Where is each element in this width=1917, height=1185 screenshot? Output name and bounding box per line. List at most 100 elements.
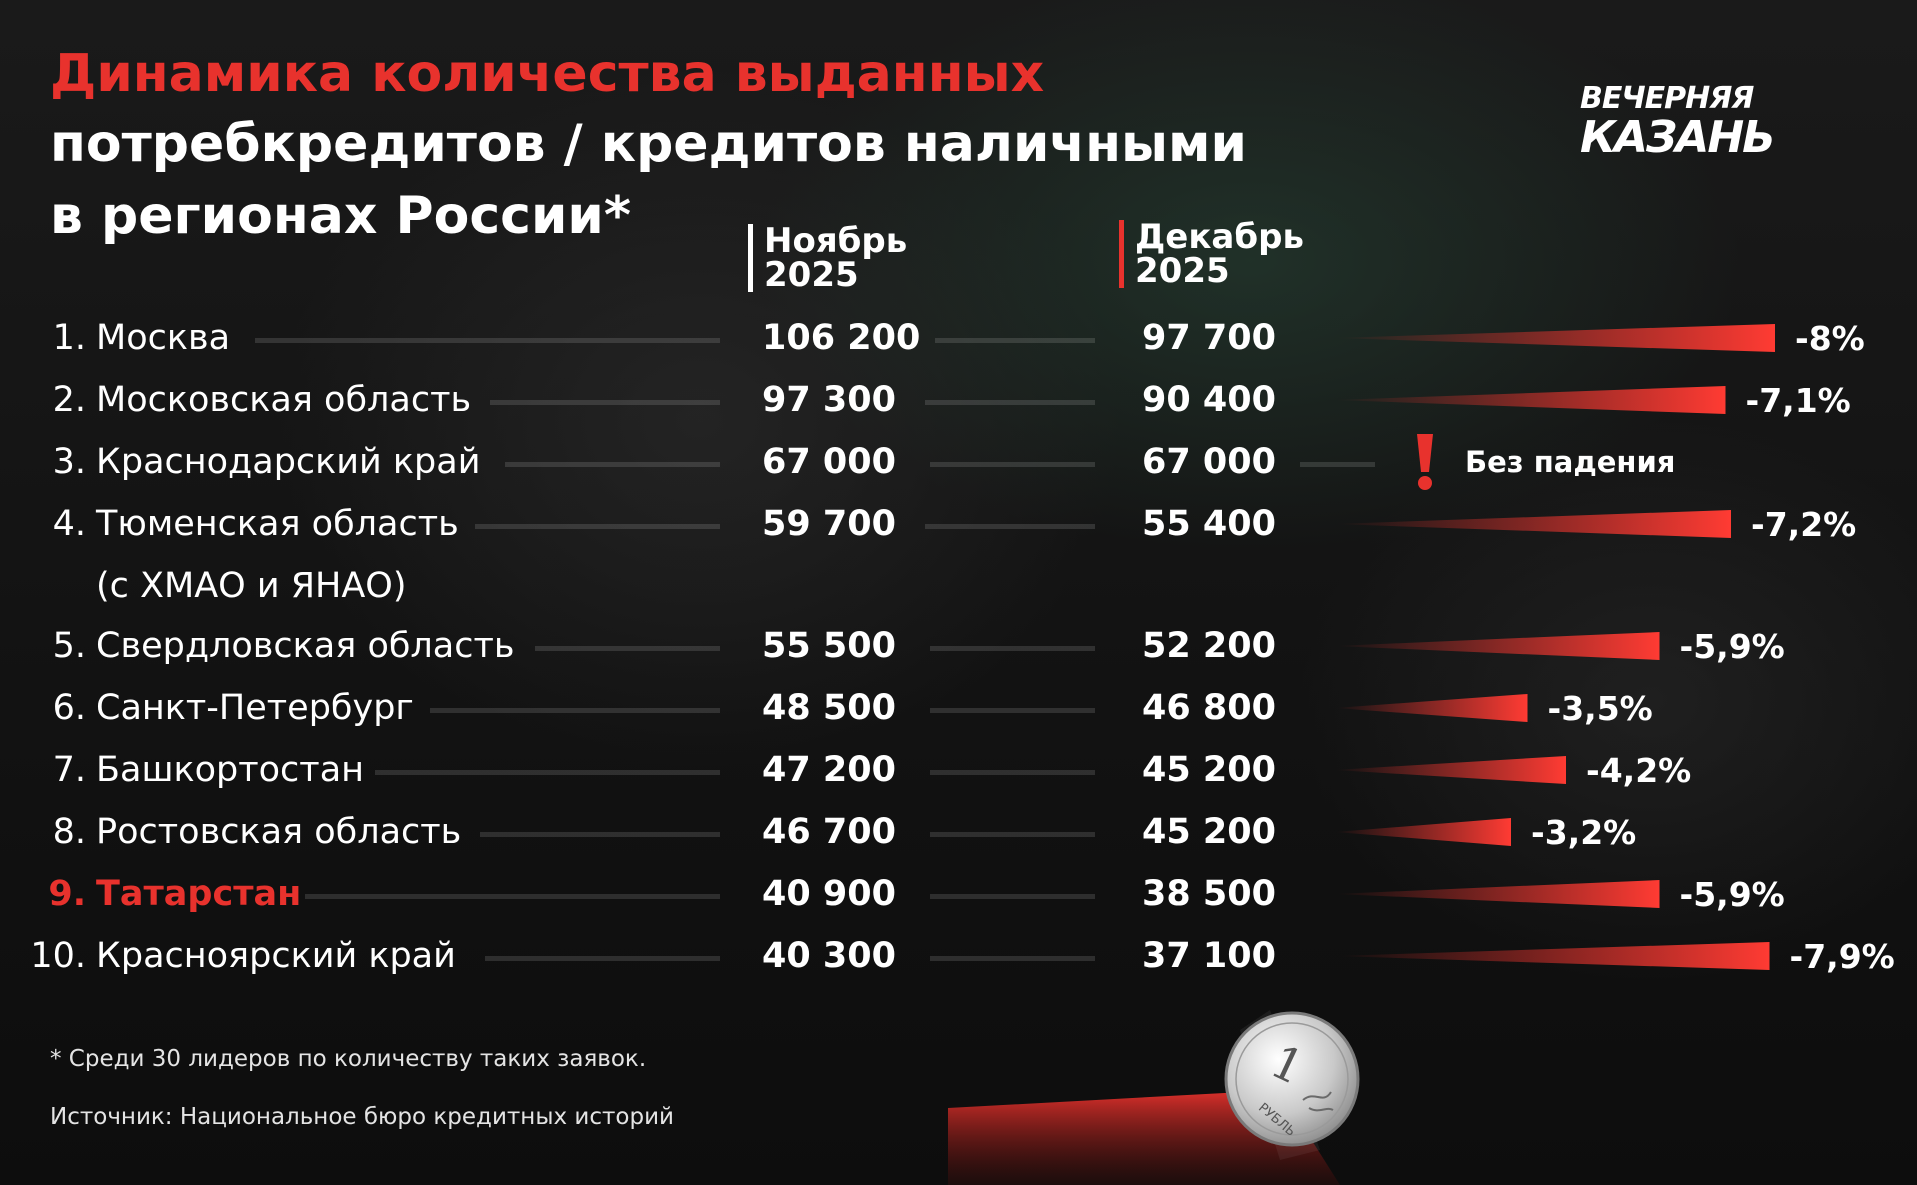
november-value: 67 000 <box>762 442 896 482</box>
change-bar <box>1335 694 1528 722</box>
change-label: -7,9% <box>1790 937 1895 976</box>
change-label: -4,2% <box>1586 751 1691 790</box>
november-value: 59 700 <box>762 504 896 544</box>
november-value: 47 200 <box>762 750 896 790</box>
row-rank: 8. <box>52 812 86 852</box>
region-name: Тюменская область <box>96 504 459 544</box>
november-value: 48 500 <box>762 688 896 728</box>
title-line-1: Динамика количества выданных <box>50 44 1045 104</box>
change-label: -5,9% <box>1680 875 1785 914</box>
december-value: 55 400 <box>1142 504 1276 544</box>
december-value: 97 700 <box>1142 318 1276 358</box>
december-value: 45 200 <box>1142 812 1276 852</box>
november-value: 106 200 <box>762 318 921 358</box>
region-name: Москва <box>96 318 231 358</box>
december-value: 38 500 <box>1142 874 1276 914</box>
leader-line <box>930 832 1095 837</box>
leader-line <box>475 524 720 529</box>
leader-line <box>935 338 1095 343</box>
november-value: 46 700 <box>762 812 896 852</box>
change-label: -3,2% <box>1531 813 1636 852</box>
change-bar <box>1335 942 1770 970</box>
ruble-coin-icon: 1 РУБЛЬ <box>1224 1011 1360 1147</box>
leader-line <box>535 646 720 651</box>
column-header-november-year: 2025 <box>764 255 859 295</box>
change-bar <box>1335 510 1731 538</box>
exclamation-icon <box>1417 434 1433 490</box>
region-name: Ростовская область <box>96 812 462 852</box>
row-rank: 10. <box>30 936 86 976</box>
leader-line <box>480 832 720 837</box>
leader-line <box>490 400 720 405</box>
row-rank: 1. <box>52 318 86 358</box>
leader-line <box>255 338 720 343</box>
leader-line <box>505 462 720 467</box>
change-label: -3,5% <box>1548 689 1653 728</box>
ranking-table: 1. Москва 106 200 97 700 2. Московская област… <box>30 318 1375 976</box>
december-value: 67 000 <box>1142 442 1276 482</box>
row-rank: 5. <box>52 626 86 666</box>
december-value: 90 400 <box>1142 380 1276 420</box>
december-value: 52 200 <box>1142 626 1276 666</box>
row-rank: 3. <box>52 442 86 482</box>
column-header-december: Декабрь 2025 <box>1119 220 1304 288</box>
november-value: 55 500 <box>762 626 896 666</box>
change-label: -5,9% <box>1680 627 1785 666</box>
region-name: Санкт-Петербург <box>96 688 414 728</box>
leader-line <box>430 708 720 713</box>
leader-line <box>930 956 1095 961</box>
leader-line <box>930 708 1095 713</box>
region-name: Башкортостан <box>96 750 365 790</box>
row-rank: 9. <box>48 874 86 914</box>
region-name: Красноярский край <box>96 936 456 976</box>
logo-line-2: КАЗАНЬ <box>1580 112 1776 163</box>
change-bar <box>1335 386 1726 414</box>
leader-line <box>930 894 1095 899</box>
title-line-2: потребкредитов / кредитов наличными <box>50 114 1247 174</box>
leader-line <box>925 524 1095 529</box>
column-header-november: Ноябрь 2025 <box>748 224 907 292</box>
november-value: 97 300 <box>762 380 896 420</box>
logo-line-1: ВЕЧЕРНЯЯ <box>1580 81 1754 116</box>
leader-line <box>305 894 720 899</box>
source-note: Источник: Национальное бюро кредитных ис… <box>50 1104 674 1130</box>
leader-line <box>930 462 1095 467</box>
november-value: 40 900 <box>762 874 896 914</box>
leader-line <box>375 770 720 775</box>
region-name: Свердловская область <box>96 626 515 666</box>
region-name: Татарстан <box>96 874 302 914</box>
leader-line <box>485 956 720 961</box>
column-header-december-month: Декабрь <box>1135 217 1304 257</box>
column-header-december-year: 2025 <box>1135 251 1230 291</box>
leader-line <box>930 770 1095 775</box>
change-bar <box>1335 324 1775 352</box>
row-rank: 6. <box>52 688 86 728</box>
footnote: * Среди 30 лидеров по количеству таких з… <box>50 1046 647 1072</box>
change-bars: -8%-7,1%-7,2%-5,9%-3,5%-4,2%-3,2%-5,9%-7… <box>1335 319 1895 976</box>
row-rank: 2. <box>52 380 86 420</box>
region-name-line-2: (с ХМАО и ЯНАО) <box>96 566 407 606</box>
november-value: 40 300 <box>762 936 896 976</box>
change-bar <box>1335 756 1566 784</box>
region-name: Краснодарский край <box>96 442 481 482</box>
column-header-november-month: Ноябрь <box>764 221 908 261</box>
title-line-3: в регионах России* <box>50 186 632 246</box>
row-rank: 4. <box>52 504 86 544</box>
change-label: -7,2% <box>1751 505 1856 544</box>
change-bar <box>1335 818 1511 846</box>
change-bar <box>1335 632 1660 660</box>
change-label: -8% <box>1795 319 1865 358</box>
row-rank: 7. <box>52 750 86 790</box>
region-name: Московская область <box>96 380 472 420</box>
no-decline-label: Без падения <box>1465 445 1676 479</box>
leader-line <box>925 400 1095 405</box>
change-bar <box>1335 880 1660 908</box>
leader-line <box>930 646 1095 651</box>
december-value: 46 800 <box>1142 688 1276 728</box>
leader-line <box>1300 462 1375 467</box>
vechernyaya-kazan-logo: ВЕЧЕРНЯЯ КАЗАНЬ <box>1580 82 1812 162</box>
change-label: -7,1% <box>1746 381 1851 420</box>
december-value: 37 100 <box>1142 936 1276 976</box>
december-value: 45 200 <box>1142 750 1276 790</box>
